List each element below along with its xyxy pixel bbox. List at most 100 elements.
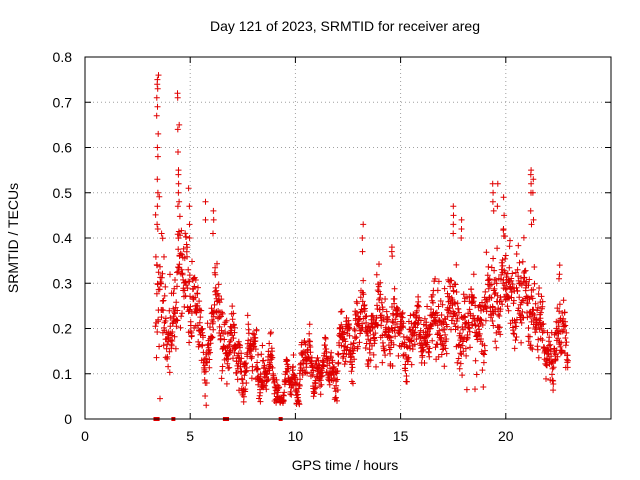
data-point [438,341,444,348]
peak-data-point [450,221,457,228]
data-point [536,285,543,291]
data-point [156,286,163,293]
data-point [480,384,487,390]
data-point [238,355,245,362]
data-point [516,294,523,301]
data-point [152,211,159,218]
data-point [513,251,520,257]
data-point [202,368,209,375]
data-point [444,323,450,330]
data-point [561,323,568,330]
data-point [511,345,518,352]
data-point [256,395,262,402]
data-point [550,387,557,394]
data-point [392,324,399,331]
data-point [155,316,162,323]
data-point [174,283,180,290]
data-point [454,300,461,307]
data-point [496,324,503,331]
peak-data-point [527,171,534,178]
data-point [189,258,195,265]
data-point [318,373,325,380]
data-point [244,312,251,319]
x-tick-label: 10 [288,428,304,444]
data-point [159,270,166,277]
peak-data-point [359,248,366,255]
data-point [334,376,341,383]
data-point [186,306,193,313]
data-point [471,318,478,325]
data-point [306,321,313,328]
data-point [342,338,349,345]
data-point [164,353,171,360]
data-point [497,306,504,313]
data-point [525,338,532,345]
data-point [434,331,441,338]
data-point [470,312,477,319]
data-point [482,317,489,324]
data-point [192,277,199,283]
data-point [493,280,500,287]
data-point [532,300,539,307]
data-point [465,319,472,326]
data-point [167,271,173,278]
data-point [538,293,545,300]
data-point [461,313,468,320]
data-point [294,391,301,398]
data-point [432,275,439,282]
peak-data-point [556,262,563,269]
data-point [253,327,260,334]
data-point [493,329,500,336]
y-tick-label: 0.3 [53,275,73,291]
data-point [161,253,167,260]
data-point [366,327,373,334]
data-point [186,278,193,285]
data-point [429,337,436,344]
data-point [157,263,163,270]
data-point [172,345,179,352]
peak-data-point [202,216,209,223]
data-point [248,348,255,354]
data-point [257,371,264,378]
data-point [180,245,187,252]
data-point [307,338,313,345]
data-point [384,316,391,323]
data-point [233,370,240,376]
data-point [453,261,460,268]
data-point [361,305,368,312]
data-point [187,293,193,300]
data-point [460,338,466,345]
data-point [469,299,476,306]
data-point [376,261,382,268]
data-point [516,259,523,266]
data-point [419,347,426,354]
data-point [379,359,386,366]
data-point [334,387,341,393]
data-point [562,342,569,349]
data-point [207,340,214,347]
data-point [562,322,569,329]
peak-data-point [176,121,183,128]
data-point [549,365,556,372]
data-point [317,383,323,390]
data-point [158,230,165,237]
data-point [469,294,476,301]
data-point [426,331,433,338]
data-point [207,349,213,356]
y-axis-label: SRMTID / TECUs [5,183,21,293]
data-point [459,342,466,349]
data-point [166,348,173,355]
data-point [375,283,382,290]
data-point [451,320,458,327]
data-point [172,277,178,283]
data-point [178,313,185,320]
data-point [505,307,512,314]
data-point [288,391,295,398]
data-point [492,276,499,283]
data-point [530,286,537,293]
data-point [457,360,464,367]
data-point [515,242,522,249]
data-point [197,314,204,321]
peak-data-point [501,212,508,219]
data-point [243,364,250,371]
